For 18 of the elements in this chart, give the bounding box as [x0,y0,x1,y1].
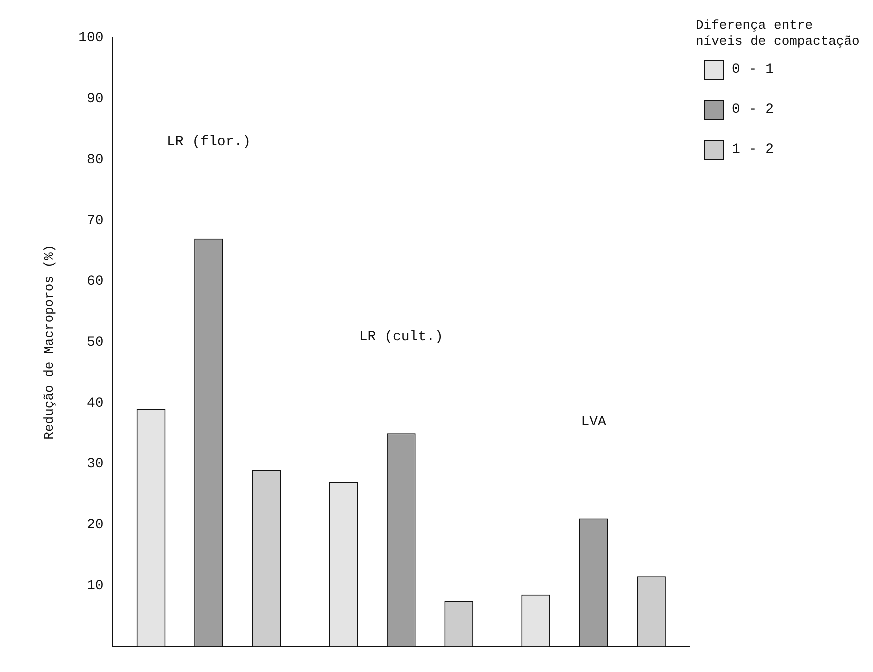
y-tick-label: 90 [86,92,104,108]
legend-label: 1 - 2 [732,142,774,158]
x-tick-label: LR (cult.) [359,329,444,346]
y-tick-label: 20 [86,518,104,534]
y-tick-label: 60 [86,274,104,290]
y-axis-title: Redução de Macroporos (%) [42,244,58,440]
y-tick-label: 50 [86,335,104,352]
x-tick-label: LVA [581,414,607,430]
legend-title: Diferença entre níveis de compactação [696,18,861,50]
y-tick-label: 10 [86,578,104,594]
y-tick-label: 80 [86,152,104,168]
x-tick-label: LR (flor.) [166,134,252,151]
y-tick-label: 100 [78,30,104,47]
y-tick-label: 70 [86,213,104,230]
y-tick-label: 40 [86,396,104,412]
y-tick-label: 30 [86,456,104,473]
legend-label: 0 - 2 [732,102,774,118]
legend-label: 0 - 1 [732,62,774,78]
